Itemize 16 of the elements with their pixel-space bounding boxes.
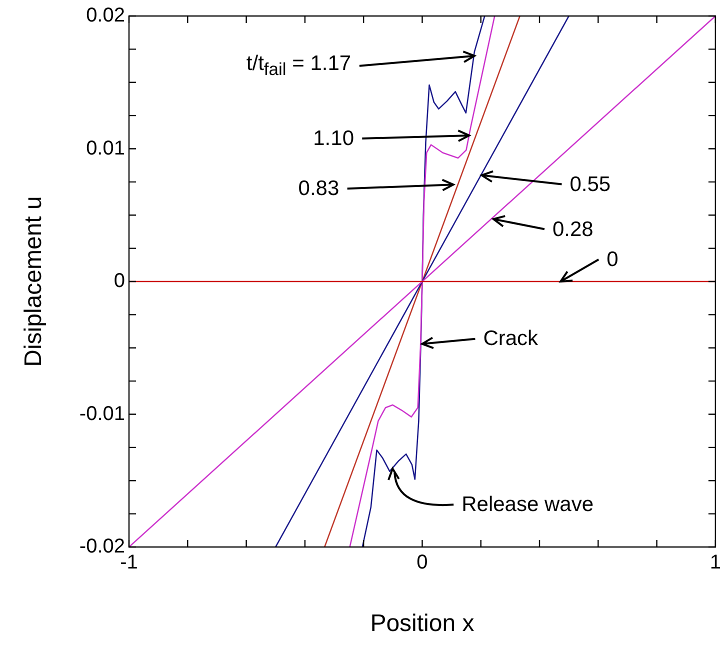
annotation: t/t$_{fail}$ = 1.17	[246, 52, 352, 79]
y-tick-label: -0.01	[79, 402, 125, 425]
annotation: Release wave	[462, 493, 594, 516]
annotation: 0	[606, 248, 618, 271]
y-tick-label: 0.01	[86, 137, 125, 160]
annotation: Crack	[483, 327, 538, 350]
annotation: 0.83	[298, 177, 340, 200]
y-tick-label: 0	[114, 270, 125, 292]
y-axis-title: Disiplacement u	[20, 196, 48, 367]
annotation: 0.28	[552, 218, 594, 241]
annotation: 0.55	[570, 172, 611, 196]
x-axis-title: Position x	[370, 610, 474, 638]
y-tick-label: 0.02	[86, 4, 125, 27]
annotation: 1.10	[313, 126, 354, 150]
x-tick-label: 1	[710, 552, 721, 574]
x-tick-label: 0	[416, 552, 428, 574]
